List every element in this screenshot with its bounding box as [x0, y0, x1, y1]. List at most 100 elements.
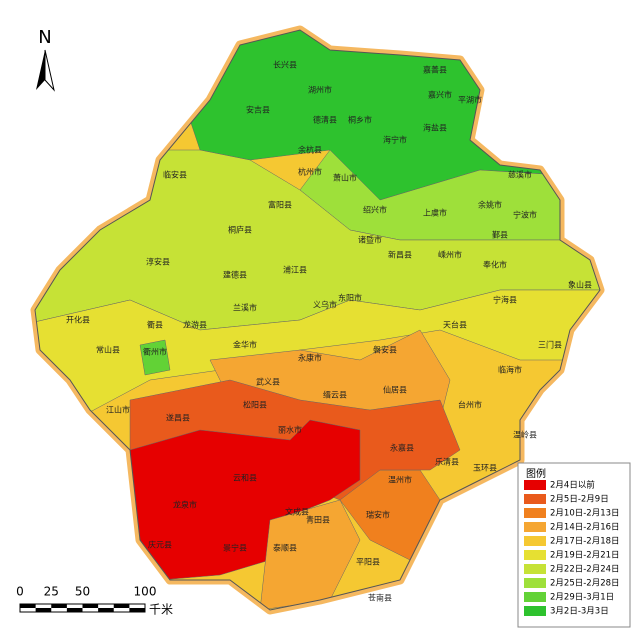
legend-label: 2月5日-2月9日: [550, 495, 609, 505]
scale-segment: [129, 608, 145, 612]
zone: [259, 499, 361, 610]
place-label: 江山市: [106, 405, 130, 415]
scale-segment: [66, 608, 83, 612]
place-label: 慈溪市: [508, 170, 532, 180]
place-label: 永康市: [298, 353, 322, 363]
place-label: 余姚市: [478, 200, 502, 210]
place-label: 平湖市: [458, 95, 482, 105]
legend-swatch: [524, 480, 546, 490]
place-label: 衢县: [147, 320, 163, 330]
legend-swatch: [524, 522, 546, 532]
legend-swatch: [524, 550, 546, 560]
place-label: 松阳县: [243, 400, 267, 410]
place-label: 杭州市: [298, 167, 322, 177]
place-label: 宁波市: [513, 210, 537, 220]
place-label: 青田县: [306, 515, 330, 525]
arrow-left: [36, 50, 45, 90]
place-label: 遂昌县: [166, 413, 190, 423]
place-label: 东阳市: [338, 293, 362, 303]
place-label: 磐安县: [373, 345, 397, 355]
scale-tick-label: 25: [44, 585, 59, 599]
place-label: 桐庐县: [228, 225, 252, 235]
place-label: 台州市: [458, 400, 482, 410]
place-label: 萧山市: [333, 173, 357, 183]
legend-label: 2月22日-2月24日: [550, 565, 620, 575]
legend-label: 2月29日-3月1日: [550, 593, 614, 603]
place-label: 开化县: [66, 315, 90, 325]
legend-swatch: [524, 564, 546, 574]
place-label: 天台县: [443, 320, 467, 330]
zone: [139, 339, 171, 376]
province-border: [34, 29, 601, 611]
place-label: 浦江县: [283, 265, 307, 275]
scale-bar: 0 25 50 100 千米: [16, 585, 173, 617]
place-label: 庆元县: [148, 540, 172, 550]
place-label: 景宁县: [223, 543, 247, 553]
place-label: 余杭县: [298, 145, 322, 155]
scale-unit: 千米: [149, 603, 173, 617]
scale-tick-label: 50: [75, 585, 90, 599]
place-label: 义乌市: [313, 300, 337, 310]
place-label: 金华市: [233, 340, 257, 350]
legend-swatch: [524, 592, 546, 602]
legend-title: 图例: [526, 467, 546, 480]
scale-segment: [82, 604, 99, 608]
legend-label: 2月10日-2月13日: [550, 509, 620, 519]
place-label: 长兴县: [273, 60, 297, 70]
scale-segment: [20, 604, 36, 608]
legend-swatch: [524, 494, 546, 504]
place-label: 三门县: [538, 340, 562, 350]
north-label: N: [38, 27, 51, 48]
place-label: 温岭县: [513, 430, 537, 440]
place-label: 宁海县: [493, 295, 517, 305]
place-label: 海宁市: [383, 135, 407, 145]
place-label: 奉化市: [483, 260, 507, 270]
place-label: 安吉县: [246, 105, 270, 115]
place-label: 云和县: [233, 474, 257, 483]
place-label: 海盐县: [423, 123, 447, 133]
place-label: 淳安县: [146, 257, 170, 267]
legend-label: 2月4日以前: [550, 480, 595, 491]
scale-segment: [35, 608, 52, 612]
place-label: 丽水市: [278, 425, 302, 435]
place-label: 龙泉市: [173, 500, 197, 510]
place-label: 嵊州市: [438, 250, 462, 260]
place-label: 上虞市: [423, 208, 447, 218]
place-label: 湖州市: [308, 85, 332, 95]
place-label: 平阳县: [356, 558, 380, 567]
scale-segment: [98, 608, 114, 612]
legend-label: 2月19日-2月21日: [550, 551, 620, 561]
place-label: 桐乡市: [348, 115, 372, 125]
legend-swatch: [524, 606, 546, 616]
place-label: 绍兴市: [363, 205, 387, 215]
place-label: 象山县: [568, 280, 592, 290]
place-label: 嘉兴市: [428, 90, 452, 100]
place-label: 临海市: [498, 365, 522, 375]
place-label: 嘉善县: [423, 65, 447, 75]
place-label: 常山县: [96, 345, 120, 355]
place-label: 文成县: [285, 507, 309, 517]
scale-tick-label: 0: [16, 585, 24, 599]
scale-tick-label: 100: [134, 585, 157, 599]
place-label: 玉环县: [473, 464, 497, 473]
north-arrow: N: [36, 27, 55, 92]
place-label: 乐清县: [435, 457, 459, 467]
place-label: 德清县: [313, 115, 337, 125]
legend-label: 2月14日-2月16日: [550, 523, 620, 533]
legend-swatch: [524, 536, 546, 546]
scale-segment: [51, 604, 67, 608]
legend-swatch: [524, 578, 546, 588]
place-label: 富阳县: [268, 200, 292, 210]
place-label: 永嘉县: [390, 443, 414, 453]
place-label: 龙游县: [183, 320, 207, 330]
place-label: 瑞安市: [366, 510, 390, 520]
scale-frame: [19, 603, 146, 613]
place-label: 缙云县: [323, 390, 347, 400]
place-label: 仙居县: [383, 385, 407, 395]
place-label: 鄞县: [492, 230, 508, 240]
place-label: 临安县: [163, 170, 187, 180]
legend-label: 2月25日-2月28日: [550, 579, 620, 589]
zone: [35, 289, 600, 461]
legend-label: 2月17日-2月18日: [550, 537, 620, 547]
